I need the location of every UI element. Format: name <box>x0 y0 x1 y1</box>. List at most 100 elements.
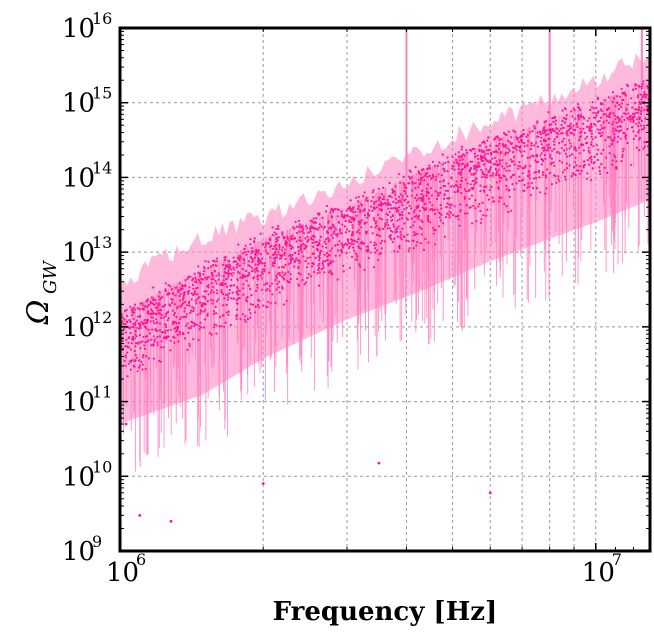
data-point <box>346 210 348 212</box>
y-axis-label-symbol: Ω <box>21 300 56 326</box>
data-point <box>245 270 247 272</box>
data-point <box>497 164 499 166</box>
data-point <box>236 302 238 304</box>
data-point <box>222 283 224 285</box>
data-point <box>242 294 244 296</box>
data-point <box>167 292 169 294</box>
data-point <box>366 217 368 219</box>
data-point <box>362 195 364 197</box>
data-point <box>472 187 474 189</box>
data-point <box>623 93 625 95</box>
data-point <box>187 278 189 280</box>
data-point <box>170 340 172 342</box>
data-point <box>228 292 230 294</box>
data-point <box>400 234 402 236</box>
data-point <box>617 136 619 138</box>
data-point <box>454 153 456 155</box>
data-point <box>360 242 362 244</box>
data-point <box>497 174 499 176</box>
data-point <box>565 108 567 110</box>
data-point <box>457 163 459 165</box>
data-point <box>549 154 551 156</box>
data-point <box>542 174 544 176</box>
data-point <box>590 179 592 181</box>
data-point <box>179 282 181 284</box>
data-point <box>133 312 135 314</box>
data-point <box>244 275 246 277</box>
data-point <box>304 260 306 262</box>
data-point <box>273 261 275 263</box>
data-point <box>487 153 489 155</box>
data-point <box>567 134 569 136</box>
data-point <box>490 152 492 154</box>
data-point <box>233 268 235 270</box>
data-point <box>137 343 139 345</box>
data-point <box>372 191 374 193</box>
data-point <box>590 141 592 143</box>
data-point <box>148 329 150 331</box>
y-tick-label-exponent: 16 <box>92 9 112 28</box>
data-point <box>130 369 132 371</box>
data-point <box>611 143 613 145</box>
data-point <box>213 310 215 312</box>
data-point <box>546 129 548 131</box>
data-point <box>295 257 297 259</box>
data-point <box>128 336 130 338</box>
data-point <box>131 308 133 310</box>
data-point <box>474 207 476 209</box>
data-point <box>626 104 628 106</box>
data-point <box>376 206 378 208</box>
data-point <box>551 162 553 164</box>
data-point <box>571 115 573 117</box>
data-point <box>578 147 580 149</box>
data-point <box>382 203 384 205</box>
data-point <box>416 199 418 201</box>
data-point <box>207 261 209 263</box>
data-point <box>326 256 328 258</box>
data-point <box>212 278 214 280</box>
data-point <box>290 238 292 240</box>
data-point <box>583 161 585 163</box>
data-point <box>123 328 125 330</box>
data-point <box>226 277 228 279</box>
data-point <box>204 277 206 279</box>
data-point <box>552 161 554 163</box>
data-point <box>445 206 447 208</box>
data-point <box>249 317 251 319</box>
data-point <box>573 108 575 110</box>
data-point <box>421 198 423 200</box>
data-point <box>506 205 508 207</box>
data-point <box>285 241 287 243</box>
data-point <box>646 94 648 96</box>
data-point <box>526 144 528 146</box>
data-point <box>465 178 467 180</box>
data-point <box>304 237 306 239</box>
data-point <box>142 336 144 338</box>
data-point <box>204 318 206 320</box>
data-point <box>589 128 591 130</box>
data-point <box>278 286 280 288</box>
data-point <box>488 161 490 163</box>
data-point <box>509 141 511 143</box>
data-point <box>601 127 603 129</box>
data-point <box>192 338 194 340</box>
data-point <box>605 157 607 159</box>
data-point <box>337 249 339 251</box>
data-point <box>188 327 190 329</box>
data-point <box>214 270 216 272</box>
data-point <box>146 335 148 337</box>
data-point <box>209 332 211 334</box>
data-point <box>185 279 187 281</box>
data-point <box>404 184 406 186</box>
data-point <box>538 136 540 138</box>
data-point <box>381 247 383 249</box>
data-point <box>137 316 139 318</box>
data-point <box>375 200 377 202</box>
data-point <box>175 331 177 333</box>
data-point <box>640 124 642 126</box>
data-point <box>426 191 428 193</box>
data-point <box>257 278 259 280</box>
data-point <box>233 284 235 286</box>
data-point <box>320 236 322 238</box>
data-point <box>480 169 482 171</box>
